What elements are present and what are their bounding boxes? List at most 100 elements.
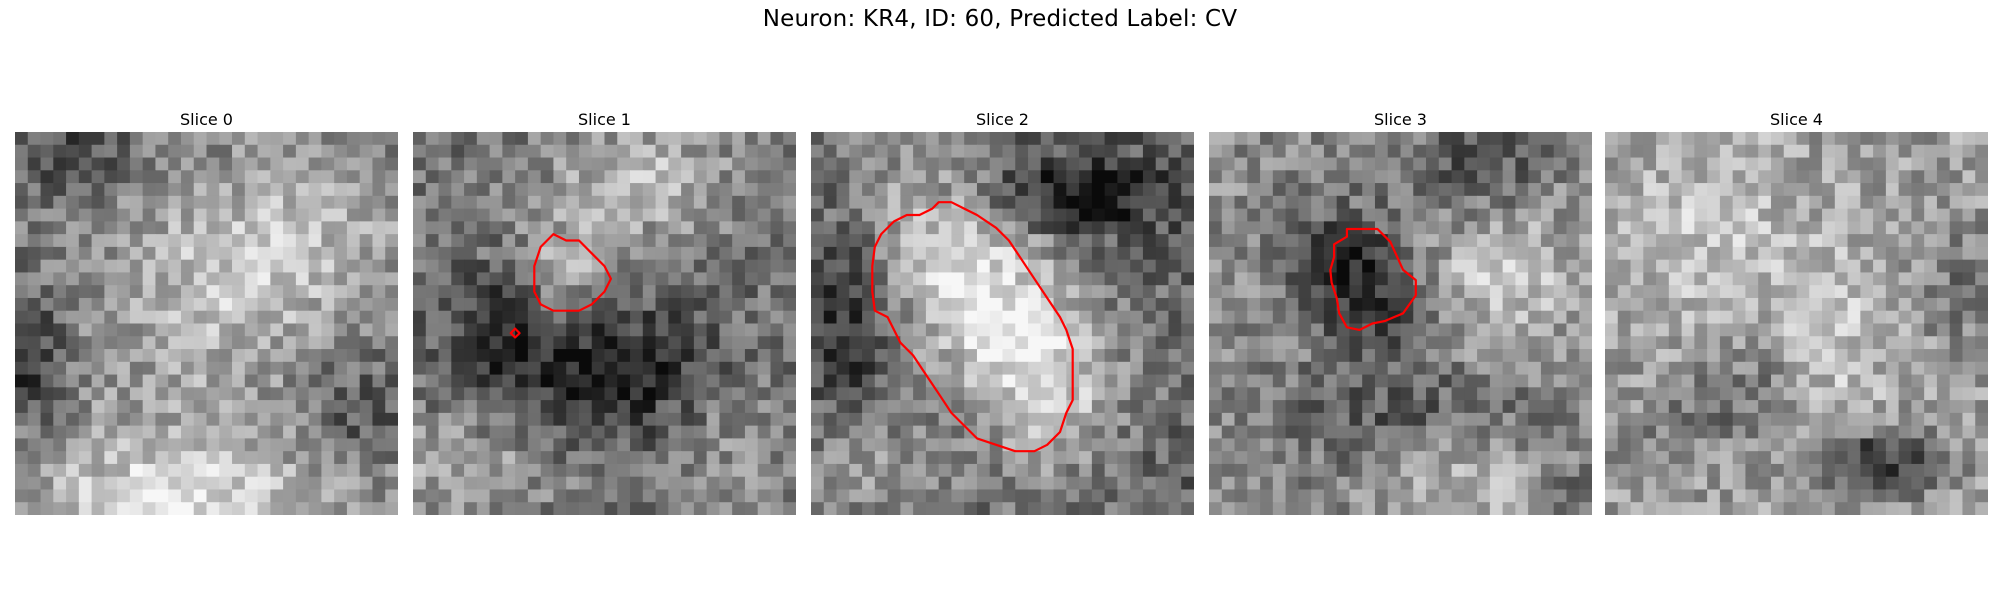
image-pixel <box>989 349 1004 363</box>
image-pixel <box>1285 489 1299 503</box>
image-pixel <box>372 310 386 325</box>
image-pixel <box>1707 144 1721 159</box>
image-pixel <box>438 234 452 248</box>
image-pixel <box>1040 374 1055 388</box>
image-pixel <box>1438 157 1453 171</box>
image-pixel <box>1272 502 1287 515</box>
image-pixel <box>413 476 427 491</box>
image-pixel <box>295 234 310 248</box>
image-pixel <box>155 183 169 197</box>
image-pixel <box>1130 170 1144 184</box>
image-pixel <box>1374 336 1389 350</box>
image-pixel <box>1040 259 1055 274</box>
image-pixel <box>1155 234 1170 248</box>
image-pixel <box>155 361 169 376</box>
image-pixel <box>770 412 784 427</box>
image-pixel <box>1873 132 1887 146</box>
image-pixel <box>1502 285 1516 299</box>
image-pixel <box>385 297 398 312</box>
image-pixel <box>295 195 310 210</box>
image-pixel <box>1260 361 1274 376</box>
image-pixel <box>1362 412 1376 427</box>
image-pixel <box>1221 361 1236 376</box>
image-pixel <box>668 463 682 478</box>
image-pixel <box>321 259 335 274</box>
image-pixel <box>359 144 374 159</box>
image-pixel <box>655 400 669 414</box>
image-pixel <box>438 272 452 286</box>
image-pixel <box>1387 349 1402 363</box>
image-pixel <box>244 349 259 363</box>
image-pixel <box>193 323 208 337</box>
image-pixel <box>257 272 271 286</box>
image-pixel <box>578 476 593 491</box>
image-pixel <box>334 144 348 159</box>
image-pixel <box>1975 310 1988 325</box>
image-pixel <box>1040 132 1055 146</box>
image-pixel <box>385 144 398 159</box>
image-pixel <box>1656 221 1670 235</box>
image-pixel <box>862 361 876 376</box>
image-pixel <box>27 234 42 248</box>
image-pixel <box>732 195 746 210</box>
image-pixel <box>1221 323 1236 337</box>
image-pixel <box>862 144 876 159</box>
image-pixel <box>489 374 503 388</box>
image-pixel <box>1155 451 1170 465</box>
image-pixel <box>1566 400 1580 414</box>
image-pixel <box>283 259 297 274</box>
image-pixel <box>257 374 271 388</box>
image-pixel <box>1911 272 1925 286</box>
image-pixel <box>1962 349 1976 363</box>
image-pixel <box>900 157 914 171</box>
image-pixel <box>604 144 618 159</box>
image-pixel <box>811 387 825 401</box>
image-pixel <box>900 387 914 401</box>
image-pixel <box>1155 157 1170 171</box>
image-pixel <box>1464 502 1478 515</box>
image-pixel <box>1885 336 1900 350</box>
image-pixel <box>219 285 233 299</box>
image-pixel <box>1168 425 1182 439</box>
image-pixel <box>1117 297 1131 312</box>
image-pixel <box>104 157 118 171</box>
image-pixel <box>1758 425 1772 439</box>
image-pixel <box>591 387 606 401</box>
image-pixel <box>270 195 284 210</box>
image-pixel <box>617 476 631 491</box>
image-pixel <box>1438 489 1453 503</box>
image-pixel <box>334 297 348 312</box>
image-pixel <box>502 144 516 159</box>
image-pixel <box>1834 246 1849 261</box>
image-pixel <box>1489 451 1504 465</box>
image-pixel <box>1387 132 1402 146</box>
image-pixel <box>1438 272 1453 286</box>
image-pixel <box>1885 183 1900 197</box>
image-pixel <box>1272 438 1287 452</box>
image-pixel <box>1528 425 1542 439</box>
image-pixel <box>1783 502 1798 515</box>
image-pixel <box>1502 438 1516 452</box>
image-pixel <box>862 387 876 401</box>
image-pixel <box>1413 297 1427 312</box>
image-pixel <box>1770 208 1785 222</box>
image-pixel <box>874 132 889 146</box>
image-pixel <box>385 425 398 439</box>
image-pixel <box>1168 438 1182 452</box>
image-pixel <box>1694 208 1708 222</box>
image-pixel <box>502 336 516 350</box>
image-pixel <box>117 438 131 452</box>
image-pixel <box>1719 349 1734 363</box>
image-pixel <box>129 438 144 452</box>
image-pixel <box>142 132 157 146</box>
image-pixel <box>321 183 335 197</box>
image-pixel <box>900 451 914 465</box>
image-pixel <box>1898 451 1912 465</box>
image-pixel <box>1477 297 1491 312</box>
image-pixel <box>489 195 503 210</box>
image-pixel <box>53 387 67 401</box>
image-pixel <box>1374 221 1389 235</box>
image-pixel <box>1540 297 1555 312</box>
image-pixel <box>693 463 708 478</box>
image-pixel <box>372 208 386 222</box>
